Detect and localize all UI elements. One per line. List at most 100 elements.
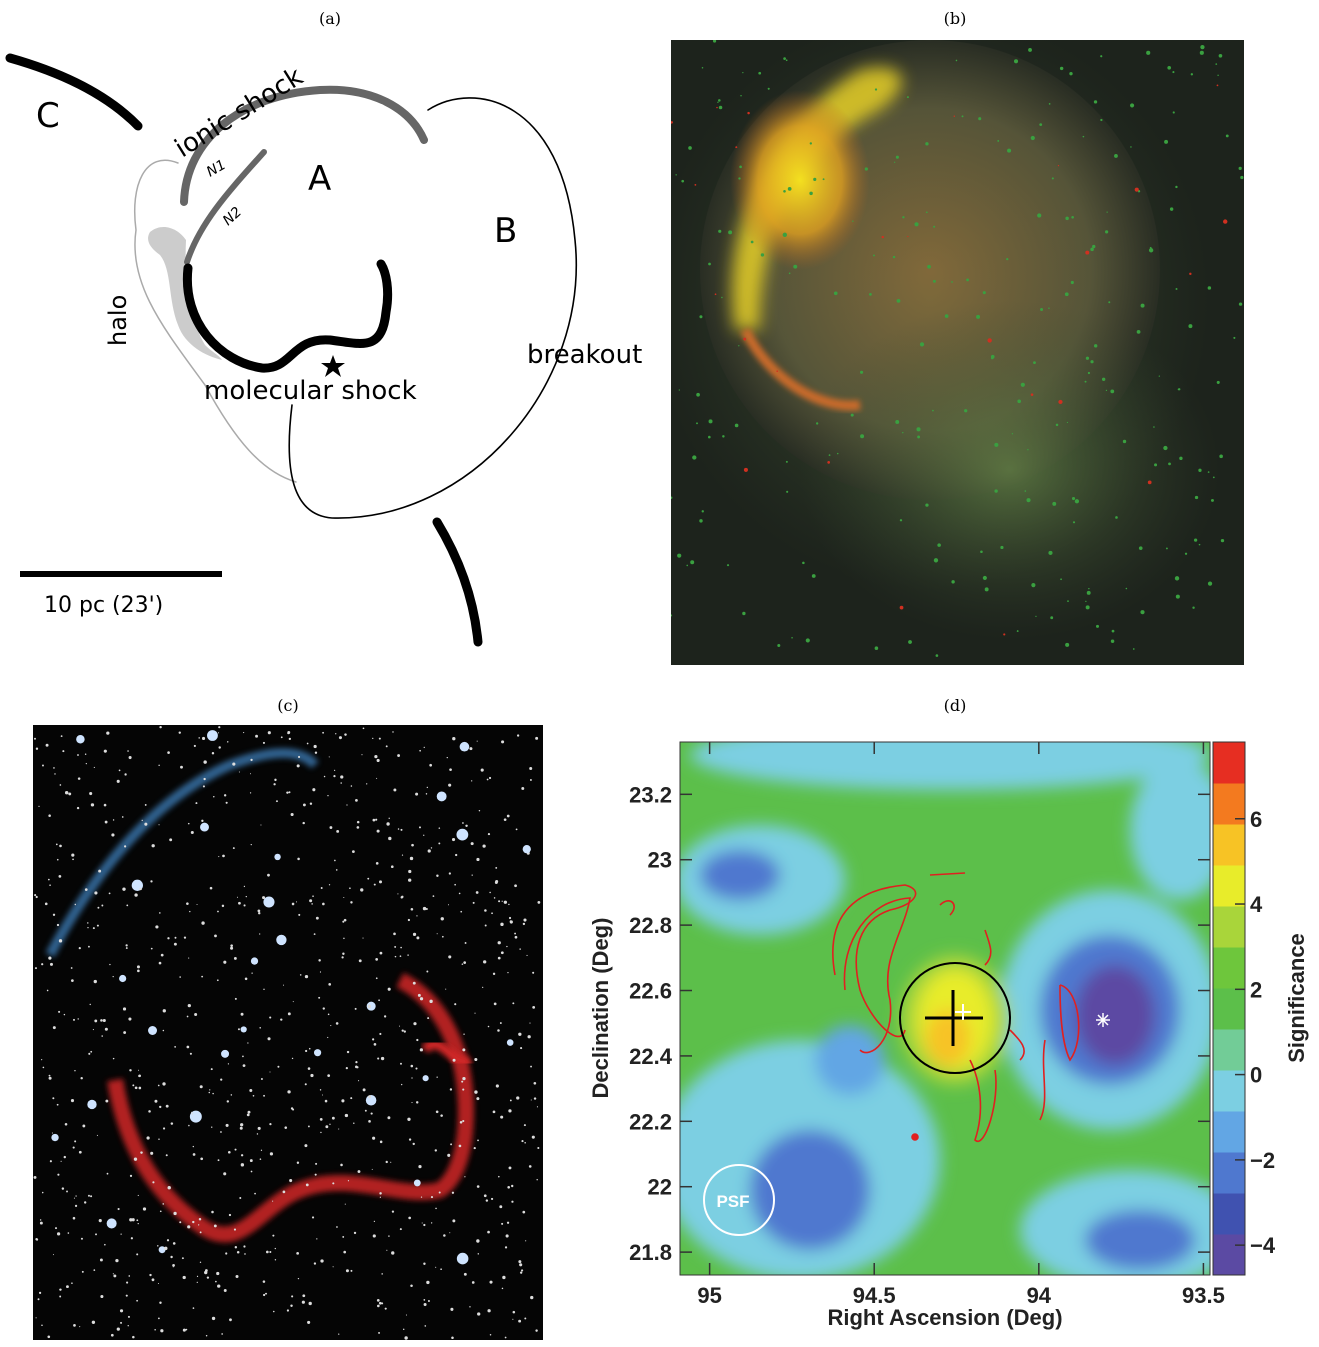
star (442, 936, 444, 938)
star (438, 842, 440, 844)
star (251, 957, 258, 964)
star (49, 1077, 52, 1080)
star (407, 954, 408, 955)
star (283, 985, 284, 986)
star (368, 1120, 371, 1123)
star (404, 1336, 407, 1339)
star (1073, 521, 1075, 523)
star (250, 759, 252, 761)
star (501, 951, 504, 954)
star (474, 1147, 476, 1149)
star (309, 899, 312, 902)
star (89, 792, 92, 795)
star (334, 860, 336, 862)
star (64, 1014, 65, 1015)
star (827, 461, 830, 464)
star (283, 1191, 286, 1194)
star (78, 777, 81, 780)
star (296, 901, 297, 902)
star (201, 921, 204, 924)
star (46, 744, 49, 747)
star (341, 1099, 344, 1102)
star (276, 935, 286, 945)
star (410, 1284, 413, 1287)
star (163, 1127, 165, 1129)
star (504, 901, 507, 904)
star (777, 644, 780, 647)
star (221, 1050, 229, 1058)
star (976, 315, 980, 319)
star (87, 1100, 96, 1109)
star (172, 1264, 175, 1267)
star (834, 291, 838, 295)
star (524, 1124, 526, 1126)
star (334, 770, 335, 771)
star (73, 1147, 75, 1149)
star (193, 1153, 196, 1156)
star (460, 911, 462, 913)
y-tick-label: 23 (648, 848, 672, 873)
star (171, 1122, 173, 1124)
star (257, 1133, 258, 1134)
star (272, 1235, 274, 1237)
star (148, 1026, 157, 1035)
breakout-outline (289, 98, 576, 518)
star (79, 1151, 82, 1154)
star (426, 971, 428, 973)
star (66, 1285, 69, 1288)
star (230, 947, 233, 950)
y-tick-label: 22.6 (629, 979, 672, 1004)
star (476, 891, 479, 894)
star (65, 791, 68, 794)
star (372, 738, 373, 739)
star (107, 1173, 109, 1175)
star (1069, 72, 1072, 75)
star (241, 1154, 243, 1156)
star (424, 1303, 427, 1306)
star (1126, 588, 1128, 590)
region-label: molecular shock (204, 376, 417, 406)
star (529, 1165, 532, 1168)
star (68, 792, 71, 795)
star (338, 1129, 339, 1130)
star (342, 921, 344, 923)
star (377, 1305, 380, 1308)
star (1031, 393, 1034, 396)
star (435, 1208, 437, 1210)
star (431, 847, 432, 848)
star (374, 755, 377, 758)
star (260, 1158, 262, 1160)
star (390, 1162, 391, 1163)
colorbar-tick-label: 6 (1250, 807, 1262, 832)
star (82, 1125, 85, 1128)
region-label: ionic shock (170, 62, 309, 164)
star (1106, 390, 1107, 391)
star (73, 1324, 76, 1327)
star (481, 769, 484, 772)
star (1189, 273, 1191, 275)
star (320, 1118, 323, 1121)
star (321, 355, 345, 377)
star (489, 1281, 492, 1284)
star (476, 858, 479, 861)
star (727, 564, 729, 566)
colorbar-band (1213, 824, 1245, 866)
star (224, 794, 226, 796)
star (166, 1105, 169, 1108)
star (255, 735, 258, 738)
star (239, 1197, 241, 1199)
star (1153, 426, 1155, 428)
star (416, 915, 417, 916)
star (74, 1198, 75, 1199)
star (212, 752, 214, 754)
star (537, 1147, 539, 1149)
star (812, 574, 816, 578)
star (477, 1185, 480, 1188)
star (677, 554, 681, 558)
star (414, 1179, 421, 1186)
star (64, 1156, 66, 1158)
star (346, 1067, 348, 1069)
star (97, 1135, 98, 1136)
star (59, 875, 62, 878)
star (237, 1251, 240, 1254)
